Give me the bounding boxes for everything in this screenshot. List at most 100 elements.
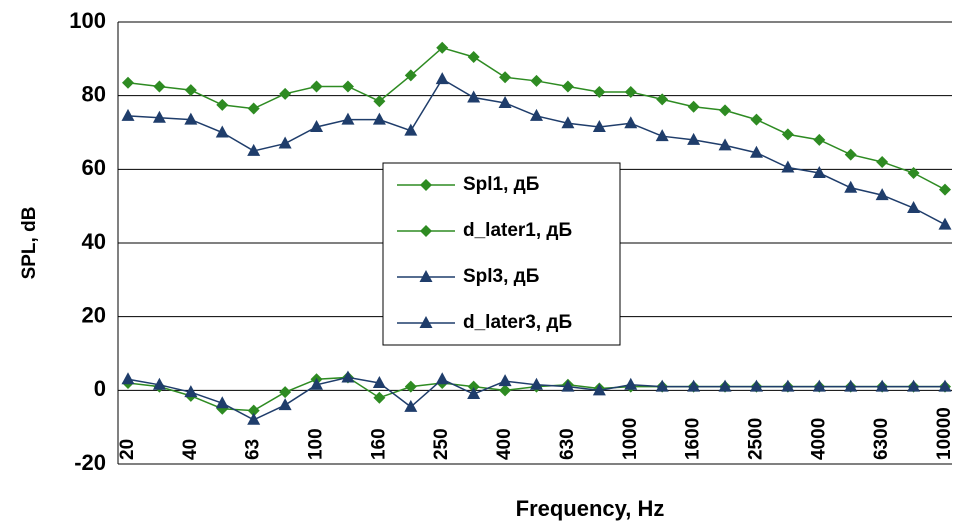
diamond-marker	[153, 80, 166, 93]
triangle-marker	[907, 379, 921, 392]
x-tick-label: 63	[243, 439, 264, 460]
x-tick-label: 400	[494, 428, 515, 460]
triangle-marker	[812, 166, 826, 179]
triangle-marker	[341, 370, 355, 383]
legend-marker	[420, 225, 432, 237]
y-tick-label: 0	[94, 376, 106, 401]
triangle-marker	[844, 379, 858, 392]
y-tick-label: -20	[74, 450, 106, 475]
diamond-marker	[656, 93, 669, 106]
diamond-marker	[247, 102, 260, 115]
triangle-marker	[310, 377, 324, 390]
triangle-marker	[749, 145, 763, 158]
y-tick-label: 20	[82, 302, 106, 327]
triangle-marker	[247, 143, 261, 156]
diamond-marker	[341, 80, 354, 93]
diamond-marker	[373, 391, 386, 404]
x-axis-label: Frequency, Hz	[516, 496, 665, 521]
x-tick-label: 2500	[745, 418, 766, 460]
legend-label: d_later1, дБ	[463, 220, 572, 241]
diamond-marker	[436, 41, 449, 54]
triangle-marker	[624, 116, 638, 129]
triangle-marker	[341, 112, 355, 125]
triangle-marker	[498, 96, 512, 109]
triangle-marker	[215, 396, 229, 409]
x-tick-label: 10000	[934, 407, 955, 460]
triangle-marker	[435, 72, 449, 85]
x-tick-label: 250	[431, 428, 452, 460]
y-tick-label: 60	[82, 155, 106, 180]
triangle-marker	[372, 112, 386, 125]
triangle-marker	[592, 383, 606, 396]
legend-label: Spl1, дБ	[463, 174, 539, 195]
triangle-marker	[938, 217, 952, 230]
triangle-marker	[844, 180, 858, 193]
legend-marker	[419, 316, 433, 328]
x-tick-label: 100	[306, 428, 327, 460]
diamond-marker	[781, 128, 794, 141]
triangle-marker	[404, 399, 418, 412]
triangle-marker	[687, 379, 701, 392]
triangle-marker	[467, 387, 481, 400]
diamond-marker	[499, 71, 512, 84]
triangle-marker	[655, 379, 669, 392]
diamond-marker	[499, 384, 512, 397]
diamond-marker	[907, 167, 920, 180]
x-tick-label: 4000	[808, 418, 829, 460]
triangle-marker	[561, 379, 575, 392]
diamond-marker	[122, 76, 134, 89]
x-tick-label: 40	[180, 439, 201, 460]
diamond-marker	[844, 148, 857, 161]
x-tick-label: 630	[557, 428, 578, 460]
triangle-marker	[372, 375, 386, 388]
triangle-marker	[561, 116, 575, 129]
triangle-marker	[498, 374, 512, 387]
triangle-marker	[278, 136, 292, 149]
triangle-marker	[435, 372, 449, 385]
triangle-marker	[121, 108, 135, 121]
diamond-marker	[876, 155, 889, 168]
y-tick-label: 80	[82, 81, 106, 106]
diamond-marker	[279, 87, 292, 100]
y-tick-label: 100	[69, 8, 106, 33]
legend-label: d_later3, дБ	[463, 312, 572, 333]
triangle-marker	[907, 201, 921, 214]
diamond-marker	[467, 380, 480, 393]
triangle-marker	[624, 377, 638, 390]
diamond-marker	[184, 84, 197, 97]
triangle-marker	[215, 125, 229, 138]
diamond-marker	[750, 113, 763, 126]
triangle-marker	[278, 398, 292, 411]
diamond-marker	[813, 133, 826, 146]
legend-box	[382, 162, 621, 346]
triangle-marker	[152, 110, 166, 123]
x-tick-label: 1600	[683, 418, 704, 460]
triangle-marker	[655, 129, 669, 142]
diamond-marker	[373, 95, 386, 108]
triangle-marker	[184, 385, 198, 398]
diamond-marker	[561, 80, 574, 93]
legend-marker	[419, 270, 433, 282]
triangle-marker	[184, 112, 198, 125]
y-axis-label: SPL, dB	[19, 207, 40, 280]
diamond-marker	[593, 85, 606, 98]
triangle-marker	[718, 138, 732, 151]
diamond-marker	[687, 100, 700, 113]
triangle-marker	[152, 377, 166, 390]
triangle-marker	[530, 377, 543, 390]
diamond-marker	[719, 104, 732, 117]
triangle-marker	[467, 90, 481, 103]
triangle-marker	[121, 372, 135, 385]
triangle-marker	[875, 188, 889, 201]
triangle-marker	[404, 123, 418, 136]
diamond-marker	[279, 386, 292, 399]
diamond-marker	[624, 85, 637, 98]
legend-label: Spl3, дБ	[463, 266, 539, 287]
diamond-marker	[310, 80, 323, 93]
triangle-marker	[812, 379, 826, 392]
x-tick-label: 160	[368, 428, 389, 460]
triangle-marker	[247, 412, 261, 425]
diamond-marker	[530, 74, 543, 87]
y-tick-label: 40	[82, 229, 106, 254]
